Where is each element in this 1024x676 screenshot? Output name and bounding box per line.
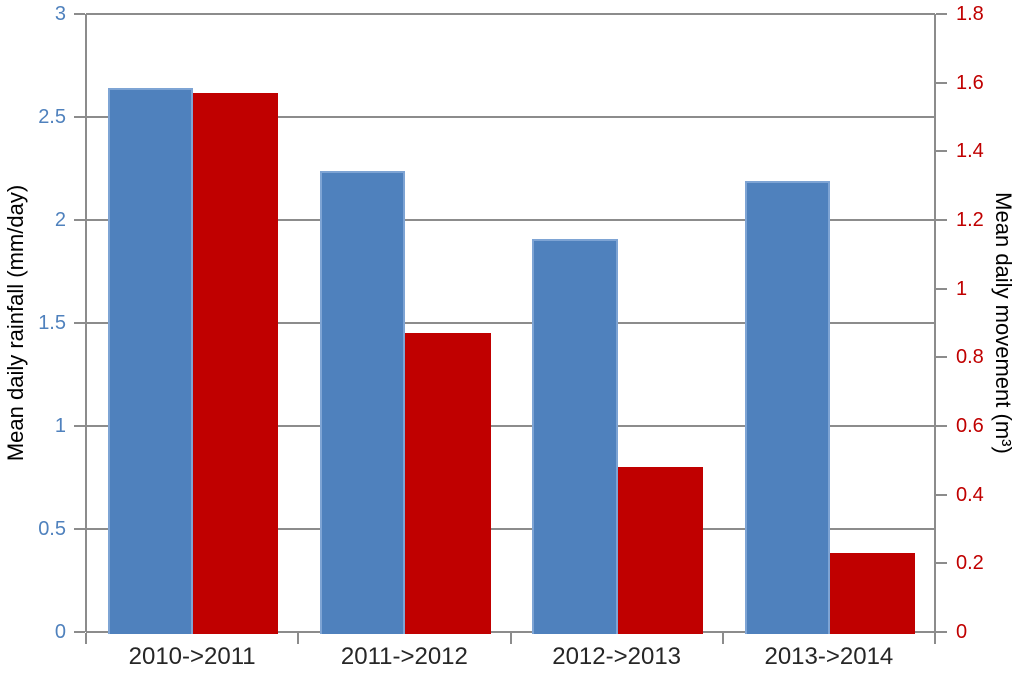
left-axis-tick-label: 0 [54,621,66,643]
right-axis-tick-label: 1.6 [956,71,984,94]
right-axis-title: Mean daily movement (m³) [991,192,1016,454]
x-axis-tick [934,633,936,644]
rainfall-bar [532,238,618,634]
left-axis-line [85,14,87,632]
left-axis-tick-label: 0.5 [38,518,66,540]
left-axis-tick [74,528,85,530]
x-axis-label: 2011->2012 [340,643,468,670]
left-axis-tick-label: 1 [54,415,66,437]
x-axis-line [86,631,937,633]
x-axis-label: 2012->2013 [552,643,682,670]
right-axis-tick [936,425,947,427]
left-axis-tick-label: 2 [54,209,66,231]
right-axis-tick [936,13,947,15]
right-axis-tick [936,287,947,290]
left-axis-tick-label: 1.5 [38,312,66,334]
left-axis-title: Mean daily rainfall (mm/day) [3,184,28,462]
rainfall-bar [744,180,830,634]
right-axis-tick [936,562,947,565]
right-axis-tick [936,150,947,153]
x-axis-tick [85,633,87,644]
right-axis-tick-label: 0.4 [956,483,984,506]
right-axis-tick [936,81,947,84]
x-axis-tick [509,633,512,644]
gridline [86,528,935,530]
right-axis-line [934,14,936,632]
rainfall-bar [107,88,194,634]
movement-bar [193,92,279,634]
right-axis-tick-label: 1.4 [956,140,984,163]
right-axis-tick-label: 0.8 [956,346,984,369]
right-axis-tick-label: 1 [956,277,968,300]
right-axis-tick-label: 0.2 [956,552,984,575]
movement-bar [617,467,703,634]
right-axis-tick [936,219,947,221]
left-axis-tick-label: 2.5 [38,106,66,128]
gridline [86,425,935,427]
right-axis-tick-label: 1.2 [956,209,984,231]
right-axis-tick-label: 0 [956,621,968,643]
left-axis-tick [74,13,85,15]
x-axis-label: 2013->2014 [764,643,894,670]
movement-bar [405,333,491,634]
gridline [86,219,935,221]
left-axis-tick [74,116,85,118]
gridline [86,322,935,324]
right-axis-tick [936,631,947,633]
x-axis-label: 2010->2011 [128,643,256,670]
left-axis-tick [74,631,85,633]
rainfall-bar [320,170,406,634]
left-axis-tick [74,219,85,221]
left-axis-tick [74,322,85,324]
right-axis-tick [936,356,947,359]
gridline [86,116,935,118]
right-axis-tick-label: 1.8 [956,3,984,25]
x-axis-tick [297,633,300,644]
left-axis-tick-label: 3 [54,3,66,25]
left-axis-tick [74,425,85,427]
movement-bar [829,553,916,634]
right-axis-tick-label: 0.6 [956,415,984,437]
x-axis-tick [721,633,724,644]
right-axis-tick [936,493,947,496]
gridline [86,13,935,15]
